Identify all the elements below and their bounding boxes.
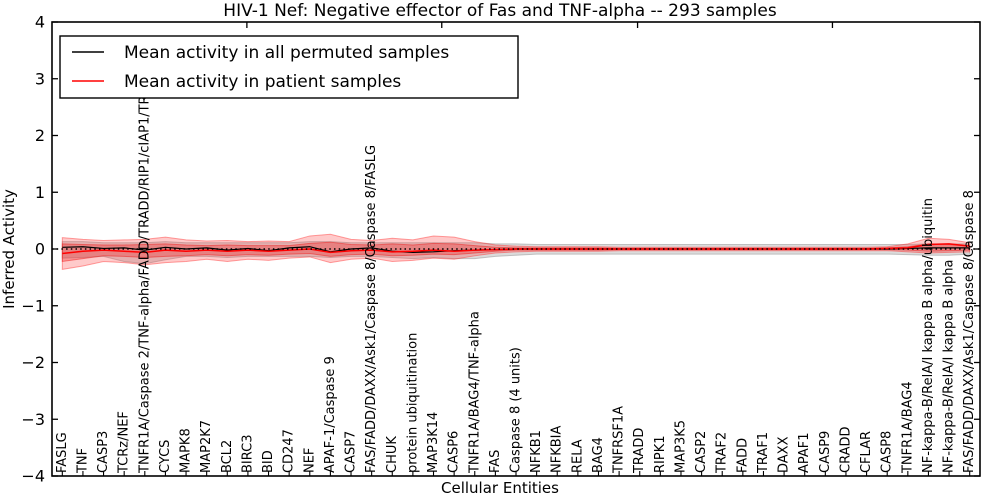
x-tick-label: TNF <box>75 448 90 474</box>
y-tick-label: 1 <box>35 183 45 202</box>
y-tick-label: −1 <box>21 296 45 315</box>
x-tick-label: CASP6 <box>447 431 462 473</box>
x-tick-label: TNFR1A/Caspase 2/TNF-alpha/FADD/TRADD/RI… <box>137 71 152 474</box>
x-tick-label: TCRz/NEF <box>117 411 132 474</box>
x-tick-label: FAS/FADD/DAXX/Ask1/Caspase 8/Caspase 8 <box>962 190 977 473</box>
y-axis-label: Inferred Activity <box>0 189 18 309</box>
x-tick-label: CASP7 <box>344 431 359 473</box>
x-tick-label: CYCS <box>158 440 173 473</box>
x-tick-label: TNFR1A/BAG4 <box>900 381 915 474</box>
y-tick-label: 2 <box>35 126 45 145</box>
x-tick-label: BCL2 <box>220 440 235 473</box>
x-tick-label: BID <box>261 450 276 473</box>
x-tick-label: BIRC3 <box>240 435 255 474</box>
y-tick-label: −2 <box>21 353 45 372</box>
x-tick-label: TRAF2 <box>715 432 730 474</box>
x-tick-label: CASP3 <box>96 431 111 473</box>
x-tick-label: CASP8 <box>880 431 895 473</box>
legend-box <box>59 35 519 99</box>
legend: Mean activity in all permuted samples Me… <box>59 35 519 99</box>
x-tick-label: NF-kappa-B/RelA/I kappa B alpha/ubiquiti… <box>921 198 936 473</box>
x-tick-label: FAS/FADD/DAXX/Ask1/Caspase 8/Caspase 8/F… <box>364 145 379 473</box>
x-axis-label: Cellular Entities <box>441 479 559 497</box>
axes-frame <box>51 21 981 477</box>
x-tick-label: RIPK1 <box>653 435 668 473</box>
x-tick-label: CFLAR <box>859 431 874 473</box>
x-tick-label: MAPK8 <box>179 428 194 473</box>
band-patient-samples-spread-inner <box>61 241 971 263</box>
x-tick-label: MAP2K7 <box>199 420 214 473</box>
y-tick-label: 3 <box>35 69 45 88</box>
x-tick-label: CHUK <box>385 436 400 473</box>
x-tick-label: DAXX <box>777 436 792 473</box>
x-tick-label: FASLG <box>55 432 70 473</box>
x-tick-label: MAP3K14 <box>426 412 441 473</box>
x-tick-label: protein ubiquitination <box>405 333 420 473</box>
x-tick-label: TRADD <box>632 428 647 474</box>
plot-area: 4 3 2 1 0 −1 −2 −3 −4 FASLG TNF CASP3 TCRz/NEF TNFR1A… <box>21 13 980 486</box>
x-tick-label: APAF1 <box>797 432 812 473</box>
x-tick-label: NFKB1 <box>529 430 544 473</box>
x-tick-label: MAP3K5 <box>673 420 688 473</box>
x-tick-label: TRAF1 <box>756 432 771 474</box>
x-tick-label: NF-kappa-B/RelA/I kappa B alpha <box>942 260 957 473</box>
x-tick-label: TNFR1A/BAG4/TNF-alpha <box>467 311 482 474</box>
x-tick-label: FADD <box>735 438 750 473</box>
x-tick-label: CD247 <box>282 429 297 473</box>
legend-label-patient: Mean activity in patient samples <box>124 72 401 92</box>
x-tick-label: NFKBIA <box>550 426 565 473</box>
y-tick-label: −4 <box>21 467 45 486</box>
legend-label-permuted: Mean activity in all permuted samples <box>124 43 449 63</box>
x-tick-label: RELA <box>570 439 585 473</box>
y-tick-label: 0 <box>35 240 45 259</box>
x-tick-label: CRADD <box>838 427 853 474</box>
x-tick-label: FAS <box>488 450 503 473</box>
y-tick-label: −3 <box>21 410 45 429</box>
band-patient-samples-spread-outer <box>61 233 971 271</box>
x-tick-label: TNFRSF1A <box>612 406 627 474</box>
x-tick-label: CASP9 <box>818 431 833 473</box>
x-tick-label: CASP2 <box>694 431 709 473</box>
x-tick-label: APAF-1/Caspase 9 <box>323 356 338 473</box>
y-tick-label: 4 <box>35 13 45 32</box>
band-permuted-samples-spread <box>61 241 971 265</box>
chart-title: HIV-1 Nef: Negative effector of Fas and … <box>223 1 777 21</box>
x-tick-label: NEF <box>302 448 317 473</box>
x-tick-label: BAG4 <box>591 437 606 473</box>
x-tick-label: Caspase 8 (4 units) <box>509 347 524 473</box>
